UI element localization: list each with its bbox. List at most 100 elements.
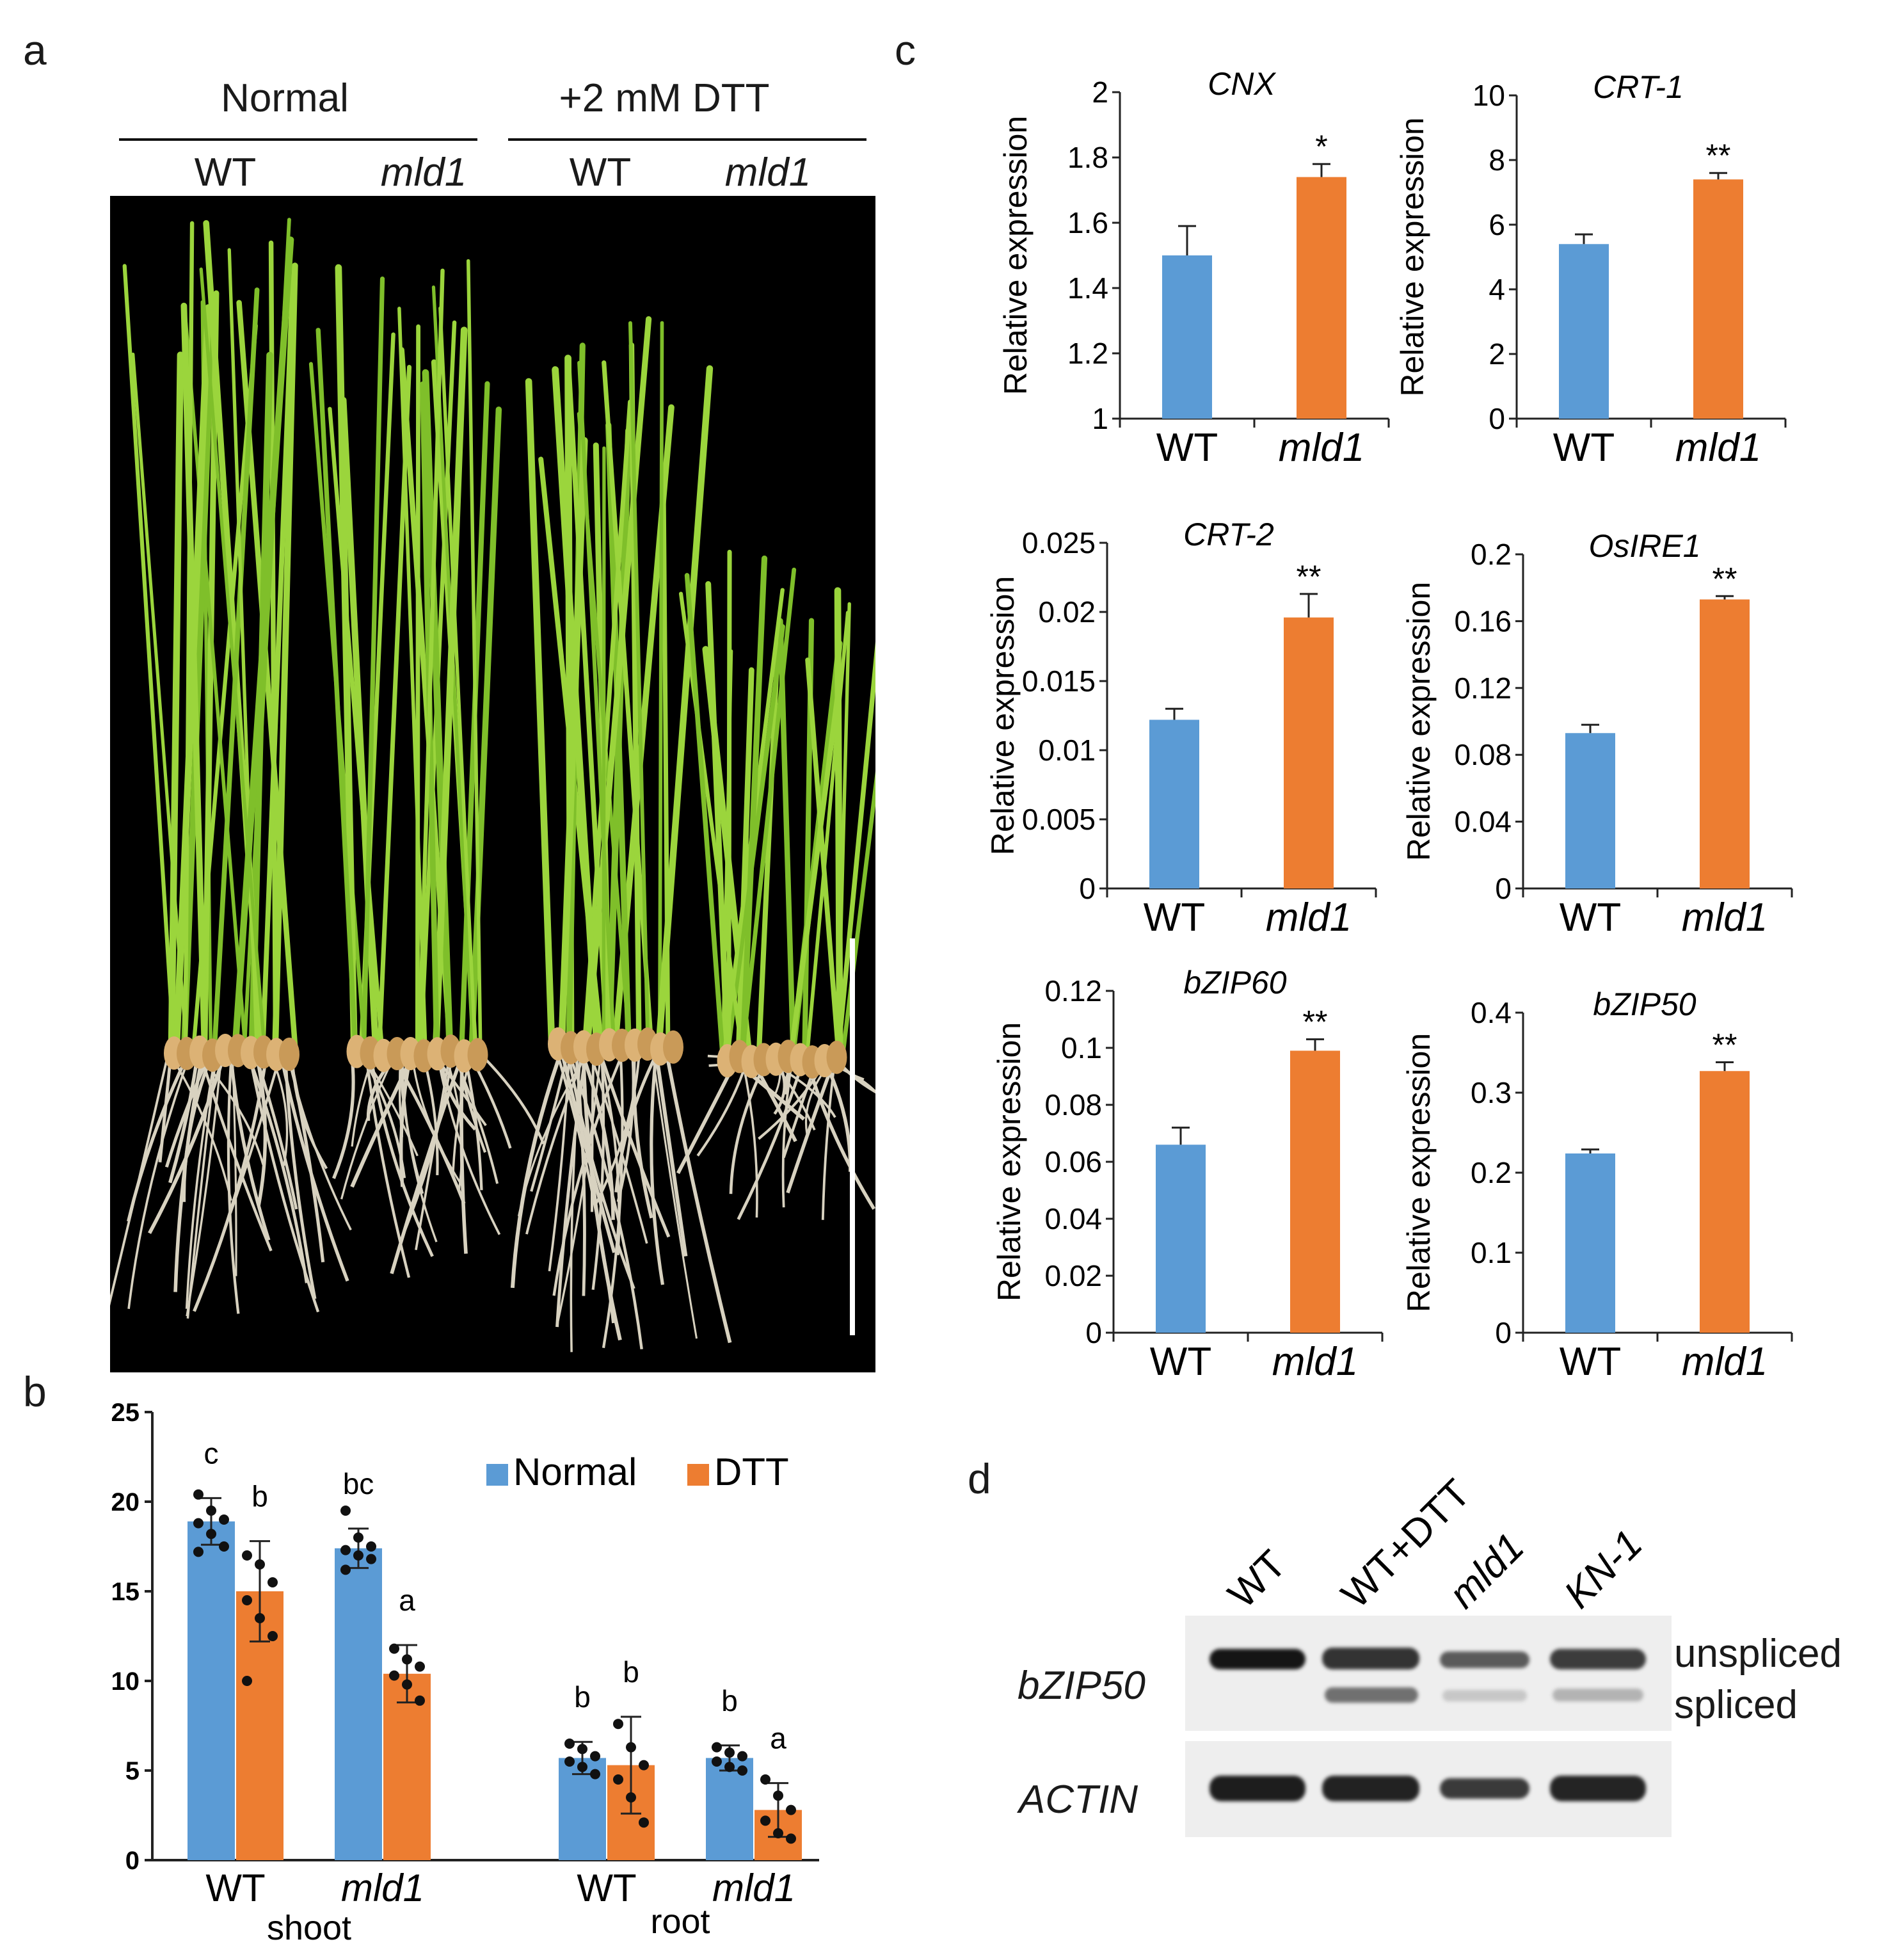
y-tick-label: 2 <box>1489 337 1505 371</box>
root-strand <box>565 1047 635 1289</box>
data-point <box>267 1631 278 1641</box>
data-point <box>577 1744 587 1755</box>
bar <box>1700 599 1750 888</box>
data-point <box>366 1541 376 1552</box>
bar <box>1565 733 1615 888</box>
root-strand <box>565 1047 643 1350</box>
root-strand <box>168 1053 200 1184</box>
root-strand <box>530 1047 571 1192</box>
band-actin-kn1 <box>1550 1776 1646 1801</box>
leaf-blade <box>684 573 726 1063</box>
group-label-dtt: +2 mM DTT <box>559 76 770 120</box>
y-tick-label: 0.2 <box>1471 538 1512 571</box>
leaf-blade <box>180 302 208 1057</box>
leaf-blade <box>655 365 714 1051</box>
leaf-blade <box>328 406 385 1056</box>
root-strand <box>781 1059 794 1208</box>
data-point <box>267 1577 278 1587</box>
y-tick-label: 1.6 <box>1067 206 1108 239</box>
root-strand <box>517 1047 593 1217</box>
panel-a-letter: a <box>23 26 47 74</box>
root-strand <box>198 1053 273 1251</box>
root-strand <box>510 1046 565 1289</box>
gene-title: bZIP50 <box>1593 986 1696 1022</box>
leaf-blade <box>628 321 650 1049</box>
band-actin-wt <box>1209 1776 1305 1801</box>
root-strand <box>253 1053 298 1210</box>
legend-swatch-dtt <box>687 1464 709 1486</box>
band-spliced-mld1 <box>1442 1690 1527 1701</box>
y-tick-label: 5 <box>125 1757 140 1785</box>
leaf-blade <box>558 437 588 1051</box>
x-category-label: mld1 <box>1266 896 1352 940</box>
y-axis-label: Relative expression <box>991 1022 1027 1301</box>
significance-letter: bc <box>343 1467 374 1500</box>
root-strand <box>653 1047 688 1257</box>
root-strand <box>552 1047 627 1296</box>
leaf-blade <box>168 351 184 1057</box>
leaf-blade <box>199 267 267 1056</box>
root-strand <box>614 1046 662 1193</box>
significance-letter: a <box>399 1584 415 1617</box>
data-point <box>760 1815 770 1826</box>
root-strand <box>185 1053 217 1309</box>
bar <box>1149 719 1199 888</box>
leaf-blade <box>227 248 259 1056</box>
band-unspliced-kn1 <box>1550 1649 1646 1669</box>
data-point <box>340 1545 351 1555</box>
significance-mark: ** <box>1712 561 1737 597</box>
bar <box>1162 255 1212 419</box>
seed-husk <box>663 1030 683 1064</box>
panel-c-letter: c <box>895 26 916 74</box>
leaf-blade <box>211 287 260 1056</box>
y-tick-label: 0.2 <box>1471 1156 1512 1189</box>
gel-row-label-bzip50: bZIP50 <box>1018 1664 1146 1708</box>
leaf-blade <box>422 369 454 1057</box>
x-category-label: mld1 <box>1675 426 1761 470</box>
gene-title: CRT-1 <box>1593 69 1684 105</box>
root-strand <box>650 1047 698 1339</box>
root-strand <box>559 1047 616 1253</box>
data-point <box>206 1506 216 1516</box>
data-point <box>724 1747 735 1758</box>
significance-mark: * <box>1315 129 1327 165</box>
data-point <box>340 1506 351 1516</box>
data-point <box>626 1742 636 1753</box>
significance-mark: ** <box>1706 138 1731 173</box>
legend-label-dtt: DTT <box>714 1450 789 1493</box>
y-tick-label: 8 <box>1489 143 1505 177</box>
data-point <box>786 1804 796 1815</box>
gene-title: CNX <box>1208 66 1276 102</box>
leaf-blade <box>340 397 379 1057</box>
y-axis-label: Relative expression <box>1394 117 1430 396</box>
bar <box>1284 617 1334 888</box>
data-point <box>415 1661 425 1672</box>
leaf-blade <box>836 602 851 1062</box>
root-strand <box>228 1053 271 1241</box>
root-strand <box>737 1059 805 1221</box>
data-point <box>389 1643 399 1654</box>
data-point <box>206 1529 216 1539</box>
leaf-blade <box>432 326 468 1057</box>
data-point <box>389 1670 399 1681</box>
x-category-label: mld1 <box>1682 896 1768 940</box>
root-strand <box>186 1053 223 1317</box>
line-label-mld1-dtt: mld1 <box>724 150 811 195</box>
y-tick-label: 0.04 <box>1044 1202 1102 1235</box>
gene-title: CRT-2 <box>1183 517 1274 552</box>
root-strand <box>399 1053 413 1187</box>
data-point <box>415 1695 425 1706</box>
leaf-blade <box>260 275 296 1056</box>
y-tick-label: 10 <box>1473 79 1505 112</box>
data-point <box>564 1739 575 1749</box>
gel-lane-label: KN-1 <box>1556 1522 1651 1617</box>
y-tick-label: 0.025 <box>1022 526 1096 559</box>
x-category-label: WT <box>205 1867 265 1909</box>
y-tick-label: 0.1 <box>1061 1031 1102 1064</box>
leaf-blade <box>122 264 177 1056</box>
leaf-blade <box>183 221 195 1056</box>
line-label-wt-dtt: WT <box>569 150 632 195</box>
bar <box>1156 1145 1206 1333</box>
root-strand <box>173 1053 205 1292</box>
